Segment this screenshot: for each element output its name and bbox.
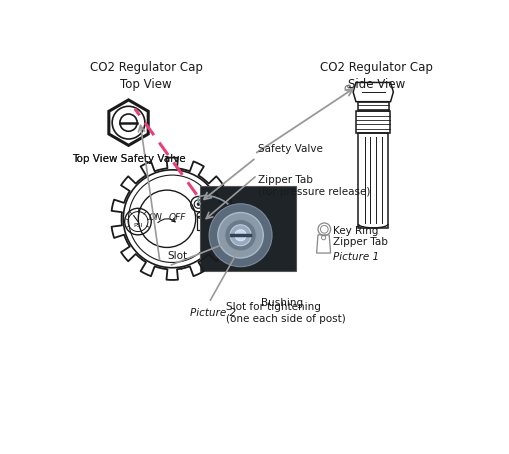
Text: Slot for tightening
(one each side of post): Slot for tightening (one each side of po… — [226, 302, 346, 324]
Text: OFF: OFF — [168, 212, 186, 222]
Circle shape — [235, 230, 246, 241]
Text: Bushing: Bushing — [261, 298, 303, 308]
Text: Picture 1: Picture 1 — [332, 252, 378, 262]
Text: Picture 2: Picture 2 — [189, 308, 235, 318]
Text: Slot: Slot — [166, 251, 187, 261]
Circle shape — [230, 225, 250, 246]
Circle shape — [196, 203, 200, 206]
Text: CO2 Regulator Cap
Side View: CO2 Regulator Cap Side View — [320, 61, 432, 91]
Text: PSI: PSI — [133, 223, 143, 228]
Text: Top View Safety Valve: Top View Safety Valve — [72, 154, 185, 164]
Text: Zipper Tab
(for pressure release): Zipper Tab (for pressure release) — [258, 175, 370, 197]
Text: Top View Safety Valve: Top View Safety Valve — [72, 154, 185, 164]
Text: Safety Valve: Safety Valve — [258, 144, 322, 154]
Text: CO2 Regulator Cap
Top View: CO2 Regulator Cap Top View — [90, 61, 202, 91]
Circle shape — [209, 204, 271, 266]
Circle shape — [224, 220, 256, 251]
Bar — [355, 112, 389, 133]
Bar — [200, 186, 296, 271]
Text: Key Ring
Zipper Tab: Key Ring Zipper Tab — [332, 226, 387, 247]
Text: ON: ON — [149, 212, 162, 222]
Bar — [358, 133, 387, 227]
Bar — [357, 102, 388, 112]
Circle shape — [217, 212, 263, 258]
